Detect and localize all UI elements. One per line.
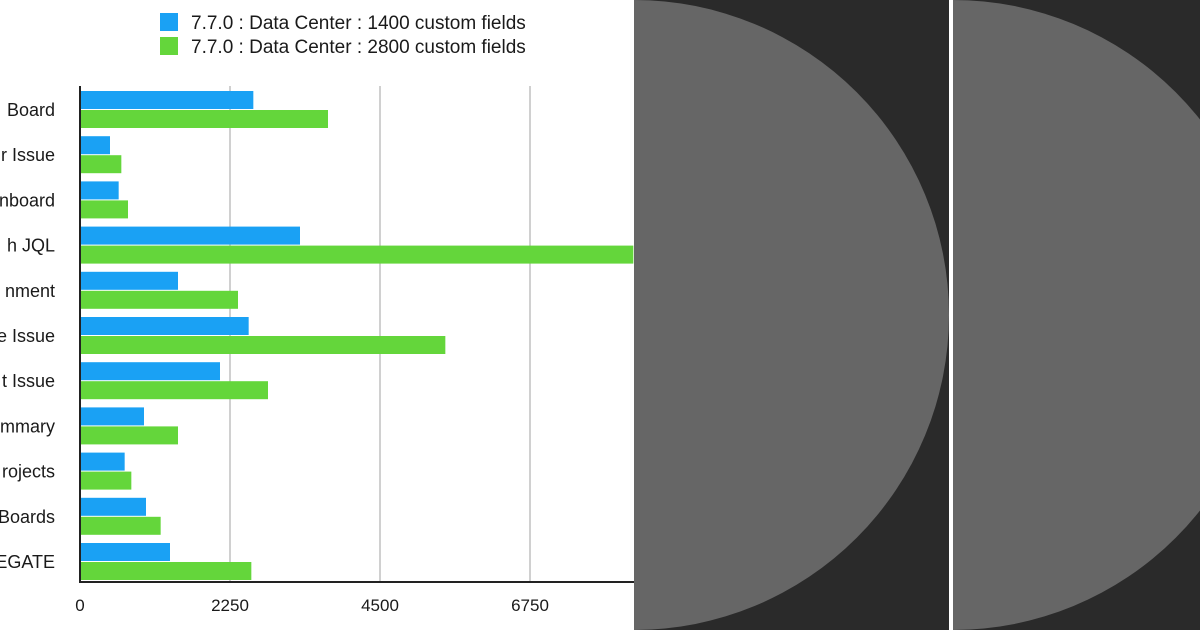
legend-label: 7.7.0 : Data Center : 1400 custom fields [191, 13, 526, 34]
x-tick-labels: 0 2250 4500 6750 [75, 596, 549, 615]
bar-series1-row-10 [80, 497, 146, 516]
bar-series1-row-8 [80, 407, 144, 426]
bar-series2-row-5 [80, 290, 238, 309]
bar-chart: Board r Issue nboard h JQL nment e Issue t Iss… [0, 13, 634, 615]
bar-series1-row-6 [80, 317, 249, 335]
divider-line [949, 0, 953, 630]
bar-series1-row-11 [80, 543, 170, 561]
legend-swatch [160, 37, 178, 55]
bar-series2-row-11 [80, 562, 252, 580]
x-tick-label: 2250 [211, 596, 249, 615]
legend-swatch [160, 13, 178, 31]
bar-series2-row-1 [80, 110, 328, 128]
category-label: mmary [0, 416, 55, 436]
category-label: r Issue [1, 145, 55, 165]
decorative-circles [634, 0, 1200, 630]
axes [79, 86, 634, 583]
chart-panel: Board r Issue nboard h JQL nment e Issue t Iss… [0, 13, 634, 615]
bar-series2-row-7 [80, 381, 268, 400]
bar-series1-row-4 [80, 226, 300, 245]
category-label: EGATE [0, 552, 55, 572]
bar-series1-row-5 [80, 271, 178, 290]
bar-series2-row-8 [80, 426, 178, 445]
legend-label: 7.7.0 : Data Center : 2800 custom fields [191, 37, 526, 58]
bar-series2-row-9 [80, 471, 132, 490]
half-circle-right [953, 0, 1200, 630]
legend: 7.7.0 : Data Center : 1400 custom fields… [160, 13, 526, 58]
bar-series1-row-3 [80, 181, 119, 200]
bar-series2-row-10 [80, 516, 161, 535]
category-label: nboard [0, 190, 55, 210]
category-label: nment [5, 281, 55, 301]
bars [80, 91, 634, 580]
category-label: Board [7, 100, 55, 120]
bar-series2-row-4 [80, 245, 634, 264]
category-label: e Issue [0, 326, 55, 346]
bar-series2-row-2 [80, 155, 122, 174]
x-tick-label: 0 [75, 596, 84, 615]
x-tick-label: 6750 [511, 596, 549, 615]
bar-series2-row-3 [80, 200, 128, 219]
bar-series1-row-7 [80, 362, 220, 381]
category-label: rojects [2, 462, 55, 482]
bar-series1-row-9 [80, 452, 125, 471]
grid-lines [229, 86, 531, 582]
bar-series1-row-2 [80, 136, 110, 155]
decorative-panel [634, 0, 1200, 630]
x-tick-label: 4500 [361, 596, 399, 615]
bar-series1-row-1 [80, 91, 254, 109]
category-label: Boards [0, 507, 55, 527]
half-circle-left [634, 0, 949, 630]
bar-series2-row-6 [80, 336, 446, 354]
category-label: h JQL [7, 236, 55, 256]
category-labels: Board r Issue nboard h JQL nment e Issue t Iss… [0, 100, 55, 572]
category-label: t Issue [2, 371, 55, 391]
